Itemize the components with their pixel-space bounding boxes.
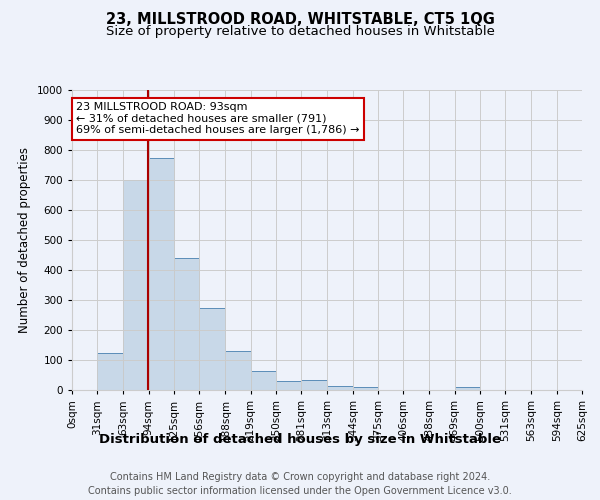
Y-axis label: Number of detached properties: Number of detached properties — [18, 147, 31, 333]
Text: Size of property relative to detached houses in Whitstable: Size of property relative to detached ho… — [106, 25, 494, 38]
Bar — [97, 352, 124, 390]
Bar — [251, 370, 276, 390]
Bar — [174, 258, 199, 390]
Bar — [199, 308, 226, 390]
Bar — [124, 180, 149, 390]
Bar — [226, 351, 251, 390]
Text: 23, MILLSTROOD ROAD, WHITSTABLE, CT5 1QG: 23, MILLSTROOD ROAD, WHITSTABLE, CT5 1QG — [106, 12, 494, 28]
Bar — [353, 387, 378, 390]
Text: 23 MILLSTROOD ROAD: 93sqm
← 31% of detached houses are smaller (791)
69% of semi: 23 MILLSTROOD ROAD: 93sqm ← 31% of detac… — [76, 102, 359, 135]
Bar — [328, 386, 353, 390]
Text: Contains public sector information licensed under the Open Government Licence v3: Contains public sector information licen… — [88, 486, 512, 496]
Text: Distribution of detached houses by size in Whitstable: Distribution of detached houses by size … — [99, 432, 501, 446]
Bar — [455, 387, 480, 390]
Text: Contains HM Land Registry data © Crown copyright and database right 2024.: Contains HM Land Registry data © Crown c… — [110, 472, 490, 482]
Bar — [276, 381, 301, 390]
Bar — [301, 380, 328, 390]
Bar — [149, 158, 174, 390]
